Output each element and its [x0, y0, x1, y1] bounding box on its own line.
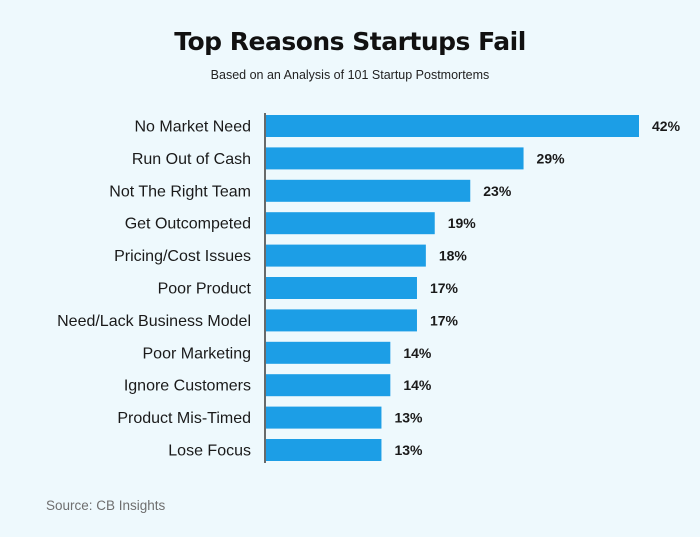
chart-subtitle: Based on an Analysis of 101 Startup Post…: [210, 68, 490, 82]
category-label: Run Out of Cash: [132, 151, 251, 168]
bar: [266, 439, 382, 461]
category-label: Need/Lack Business Model: [57, 313, 251, 330]
category-label: Get Outcompeted: [125, 216, 251, 233]
value-label: 13%: [394, 442, 423, 458]
bar: [266, 374, 391, 397]
value-label: 23%: [483, 183, 512, 199]
category-label: Product Mis-Timed: [117, 410, 251, 427]
bar: [266, 244, 426, 267]
bar: [266, 277, 417, 299]
bar: [266, 309, 417, 332]
value-label: 19%: [448, 215, 477, 231]
bar: [266, 179, 471, 202]
chart-title: Top Reasons Startups Fail: [174, 27, 526, 56]
bar: [266, 147, 524, 170]
source-note: Source: CB Insights: [46, 498, 166, 513]
value-label: 17%: [430, 312, 459, 328]
value-label: 18%: [439, 248, 468, 264]
category-label: Poor Marketing: [143, 345, 252, 362]
bar: [266, 406, 382, 429]
category-label: Not The Right Team: [109, 183, 251, 200]
value-label: 14%: [403, 377, 432, 393]
value-label: 17%: [430, 280, 459, 296]
category-label: No Market Need: [135, 119, 252, 136]
value-label: 13%: [394, 410, 423, 426]
value-label: 14%: [403, 345, 432, 361]
value-label: 29%: [537, 150, 566, 166]
bar: [266, 115, 639, 137]
category-label: Pricing/Cost Issues: [114, 248, 251, 265]
value-label: 42%: [652, 118, 681, 134]
category-label: Lose Focus: [168, 443, 251, 460]
bar: [266, 212, 435, 235]
category-label: Ignore Customers: [124, 378, 251, 395]
bar: [266, 341, 391, 364]
category-label: Poor Product: [158, 281, 252, 298]
